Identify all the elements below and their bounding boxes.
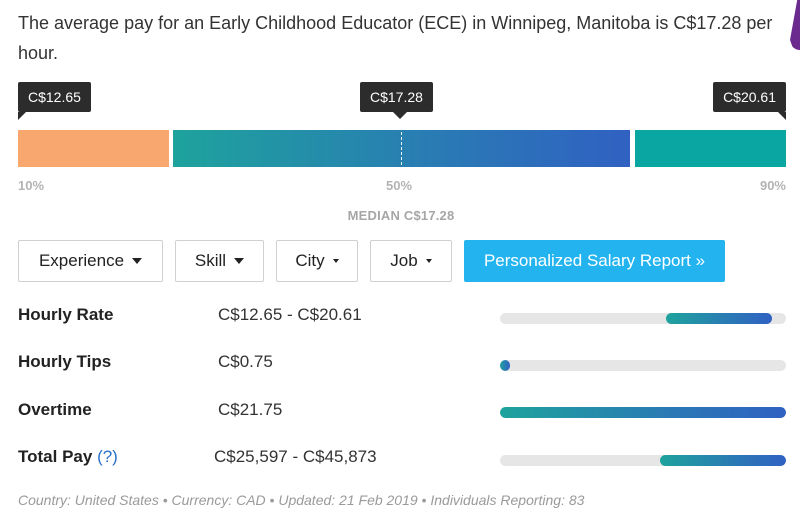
percentile-10-label: 10%	[18, 178, 45, 193]
total-pay-track	[500, 455, 786, 466]
salary-summary: The average pay for an Early Childhood E…	[18, 13, 773, 63]
footer-meta: Country: United States • Currency: CAD •…	[18, 492, 585, 508]
median-tooltip: C$17.28	[360, 82, 433, 119]
overtime-track	[500, 407, 786, 418]
hourly-rate-value: C$12.65 - C$20.61	[218, 305, 362, 324]
caret-down-icon	[132, 258, 143, 264]
skill-dropdown-label: Skill	[194, 251, 227, 270]
high-percentile-tooltip: C$20.61	[713, 82, 786, 120]
total-pay-value: C$25,597 - C$45,873	[214, 447, 377, 466]
median-caption: MEDIAN C$17.28	[347, 208, 455, 223]
total-pay-label: Total Pay	[18, 447, 93, 466]
median-marker	[401, 132, 402, 165]
hourly-tips-label: Hourly Tips	[18, 352, 112, 371]
low-percentile-tooltip: C$12.65	[18, 82, 91, 120]
job-dropdown[interactable]: Job	[370, 240, 452, 282]
total-pay-label-group: Total Pay (?)	[18, 447, 118, 467]
hourly-rate-label: Hourly Rate	[18, 305, 114, 324]
low-range-bar	[18, 130, 169, 167]
personalized-salary-report-button[interactable]: Personalized Salary Report »	[464, 240, 725, 282]
edge-decoration	[790, 0, 800, 50]
caret-down-icon	[425, 259, 432, 263]
overtime-label: Overtime	[18, 400, 92, 419]
total-pay-help-link[interactable]: (?)	[97, 447, 118, 466]
caret-down-icon	[234, 258, 245, 264]
overtime-fill	[500, 407, 786, 418]
hourly-rate-track	[500, 313, 786, 324]
hourly-tips-value: C$0.75	[218, 352, 273, 371]
city-dropdown[interactable]: City	[276, 240, 358, 282]
job-dropdown-label: Job	[390, 251, 418, 270]
hourly-tips-track	[500, 360, 786, 371]
high-range-bar	[635, 130, 786, 167]
experience-dropdown-label: Experience	[38, 251, 125, 270]
overtime-value: C$21.75	[218, 400, 283, 419]
percentile-50-label: 50%	[386, 178, 413, 193]
total-pay-fill	[660, 455, 786, 466]
city-dropdown-label: City	[295, 251, 325, 270]
percentile-90-label: 90%	[759, 178, 786, 193]
hourly-tips-fill	[500, 360, 510, 371]
caret-down-icon	[332, 259, 339, 263]
hourly-rate-fill	[665, 313, 772, 324]
experience-dropdown[interactable]: Experience	[18, 240, 163, 282]
skill-dropdown[interactable]: Skill	[175, 240, 264, 282]
